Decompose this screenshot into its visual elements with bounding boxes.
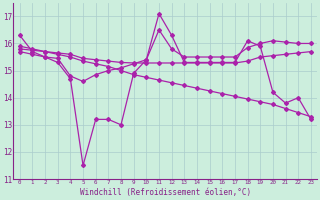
X-axis label: Windchill (Refroidissement éolien,°C): Windchill (Refroidissement éolien,°C) [80, 188, 251, 197]
